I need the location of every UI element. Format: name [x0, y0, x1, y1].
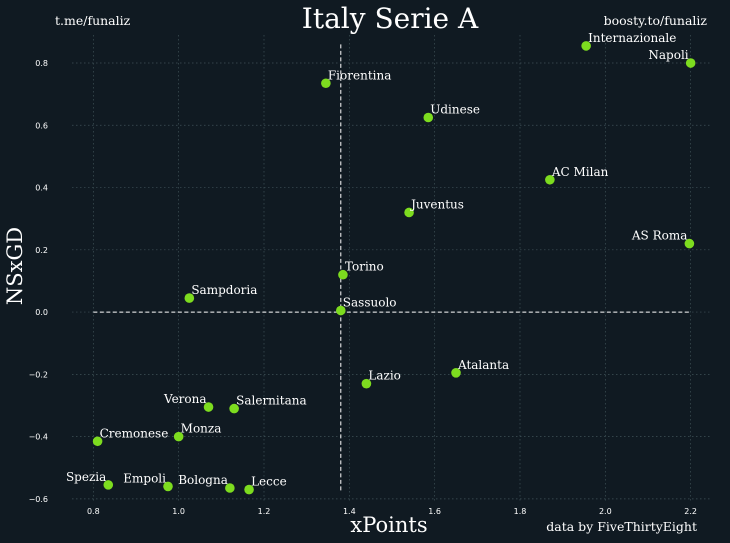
label-verona: Verona: [163, 392, 207, 406]
label-sassuolo: Sassuolo: [343, 296, 397, 310]
label-udinese: Udinese: [430, 103, 480, 117]
point-empoli: [163, 481, 173, 492]
point-atalanta: [451, 367, 461, 378]
x-tick-label: 2.0: [599, 507, 612, 516]
x-tick-label: 0.8: [87, 507, 100, 516]
label-lecce: Lecce: [251, 475, 287, 489]
y-tick-label: −0.6: [29, 495, 48, 504]
reference-lines: [93, 44, 691, 493]
point-fiorentina: [321, 78, 331, 89]
label-bologna: Bologna: [178, 473, 228, 487]
label-sampdoria: Sampdoria: [191, 283, 257, 297]
label-fiorentina: Fiorentina: [328, 68, 392, 82]
point-ac-milan: [545, 174, 555, 185]
y-tick-label: 0.2: [35, 246, 48, 255]
point-monza: [173, 431, 184, 442]
point-lazio: [361, 378, 372, 389]
point-torino: [338, 269, 348, 280]
y-tick-label: 0.0: [35, 308, 48, 317]
label-atalanta: Atalanta: [457, 358, 509, 372]
y-tick-label: −0.4: [29, 433, 48, 442]
point-bologna: [225, 483, 235, 493]
point-napoli: [685, 58, 696, 68]
x-tick-label: 1.0: [172, 507, 185, 516]
point-as-roma: [684, 238, 695, 249]
point-sassuolo: [336, 305, 346, 316]
label-as-roma: AS Roma: [631, 229, 688, 243]
data-source: data by FiveThirtyEight: [546, 519, 697, 534]
label-internazionale: Internazionale: [588, 31, 676, 45]
chart-title: Italy Serie A: [302, 2, 479, 35]
y-tick-label: 0.4: [35, 184, 48, 193]
label-empoli: Empoli: [123, 471, 166, 485]
x-tick-label: 1.8: [514, 507, 527, 516]
label-torino: Torino: [345, 260, 384, 274]
label-cremonese: Cremonese: [100, 426, 169, 440]
point-salernitana: [229, 403, 239, 414]
y-axis-label: NSxGD: [3, 227, 27, 305]
label-spezia: Spezia: [66, 470, 106, 484]
y-tick-label: 0.6: [35, 121, 48, 130]
label-lazio: Lazio: [368, 369, 401, 383]
x-tick-label: 1.2: [258, 507, 271, 516]
data-points: [92, 41, 696, 495]
label-ac-milan: AC Milan: [551, 165, 609, 179]
boosty-link: boosty.to/funaliz: [604, 13, 708, 28]
x-tick-label: 1.6: [428, 507, 441, 516]
point-labels: Internazionale Napoli Fiorentina Udinese AC …: [66, 31, 689, 489]
point-lecce: [244, 484, 254, 495]
label-monza: Monza: [181, 422, 222, 436]
grid: [72, 35, 712, 502]
label-juventus: Juventus: [409, 197, 464, 211]
label-salernitana: Salernitana: [236, 394, 306, 408]
point-cremonese: [92, 436, 103, 447]
point-verona: [203, 402, 214, 412]
x-axis-label: xPoints: [350, 513, 427, 537]
point-internazionale: [581, 41, 591, 51]
x-tick-label: 1.4: [343, 507, 356, 516]
y-tick-label: −0.2: [29, 370, 48, 379]
point-spezia: [103, 480, 114, 490]
point-juventus: [404, 207, 414, 218]
label-napoli: Napoli: [648, 48, 688, 62]
x-tick-label: 2.2: [684, 507, 697, 516]
point-udinese: [423, 112, 434, 123]
telegram-link: t.me/funaliz: [55, 13, 131, 28]
axis-ticks: 0.8 1.0 1.2 1.4 1.6 1.8 2.0 2.2 −0.6 −0.4 −0.2 0.0 0…: [29, 59, 697, 516]
y-tick-label: 0.8: [35, 59, 48, 68]
point-sampdoria: [184, 293, 195, 303]
